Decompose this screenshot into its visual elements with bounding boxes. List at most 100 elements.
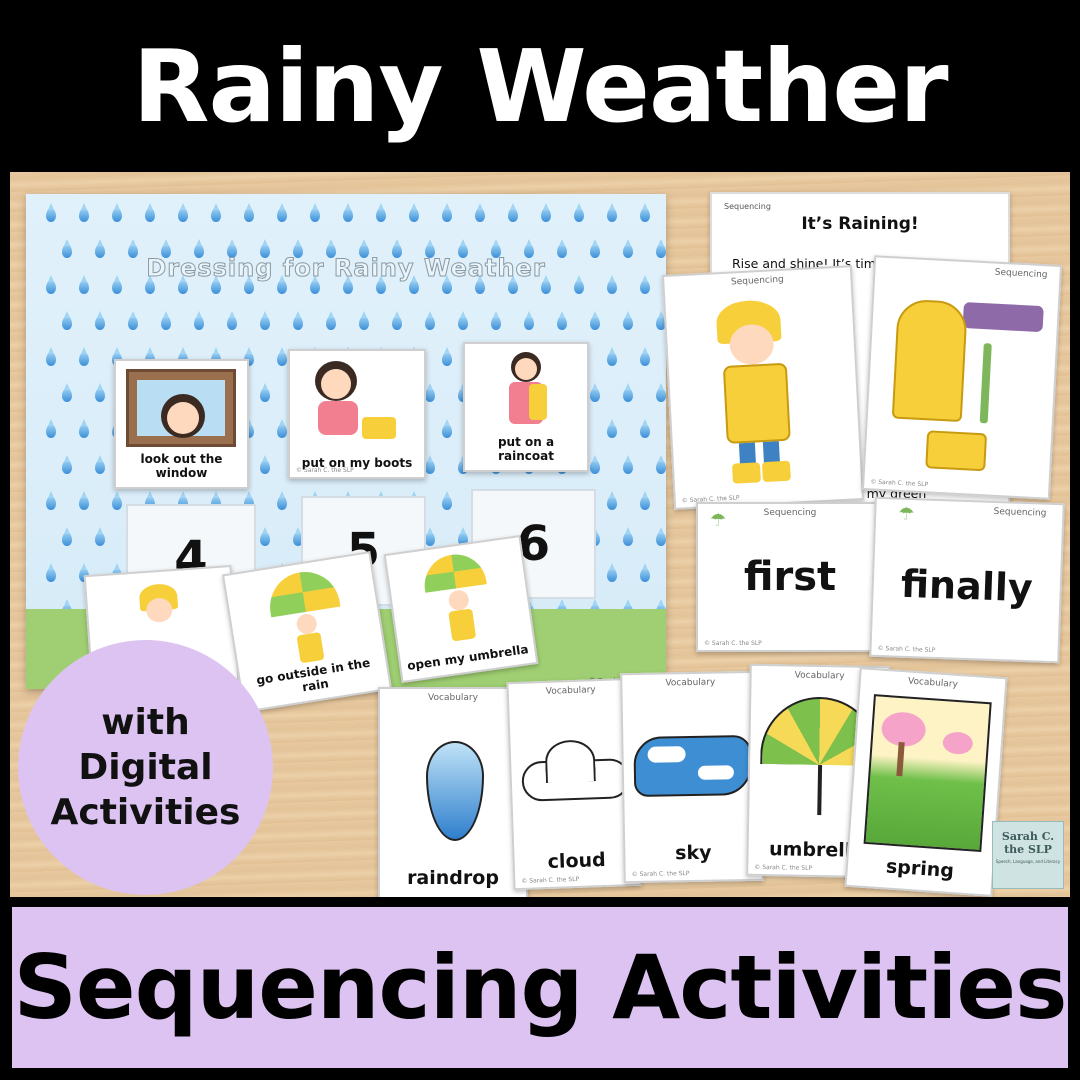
umbrella-illustration xyxy=(421,550,487,592)
raindrop-icon xyxy=(260,316,270,330)
raindrop-icon xyxy=(178,280,188,294)
raindrop-icon xyxy=(425,460,435,474)
raindrop-icon xyxy=(62,316,72,330)
closed-umbrella xyxy=(980,343,992,423)
sequencing-card-rain-gear[interactable]: Sequencing © Sarah C. the SLP xyxy=(862,255,1062,500)
card-go-outside-in-rain[interactable]: go outside in the rain xyxy=(222,551,392,713)
sky-icon xyxy=(633,735,752,797)
raindrop-icon xyxy=(95,316,105,330)
word-finally: finally xyxy=(873,561,1060,611)
card-credit: © Sarah C. the SLP xyxy=(296,467,354,474)
raindrop-icon xyxy=(46,568,56,582)
raindrop-icon xyxy=(640,352,650,366)
raindrop-icon xyxy=(524,316,534,330)
raindrop-icon xyxy=(425,316,435,330)
raindrop-icon xyxy=(376,280,386,294)
bottom-banner: Sequencing Activities xyxy=(0,897,1080,1080)
raindrop-icon xyxy=(607,496,617,510)
card-put-on-boots[interactable]: put on my boots © Sarah C. the SLP xyxy=(288,349,426,479)
raindrop-icon xyxy=(62,460,72,474)
raindrop-icon xyxy=(590,316,600,330)
raindrop-icon xyxy=(574,208,584,222)
raindrop-icon xyxy=(260,388,270,402)
raindrop-icon xyxy=(359,316,369,330)
raindrop-icon xyxy=(508,280,518,294)
raindrop-icon xyxy=(277,280,287,294)
product-subtitle: Sequencing Activities xyxy=(14,936,1067,1039)
raindrop-icon xyxy=(277,208,287,222)
board-title: Dressing for Rainy Weather xyxy=(26,254,666,282)
raindrop-icon xyxy=(211,280,221,294)
raindrop-icon xyxy=(244,280,254,294)
raindrop-icon xyxy=(293,316,303,330)
raindrop-icon xyxy=(557,316,567,330)
raindrop-icon xyxy=(376,208,386,222)
raindrop-icon xyxy=(326,316,336,330)
raindrop-icon xyxy=(640,208,650,222)
raindrop-icon xyxy=(277,424,287,438)
raindrop-icon xyxy=(425,388,435,402)
raindrop-icon xyxy=(95,532,105,546)
raindrop-icon xyxy=(46,496,56,510)
raindrop-icon xyxy=(442,280,452,294)
raindrop-icon xyxy=(310,280,320,294)
raindrop-icon xyxy=(79,352,89,366)
title-banner: Rainy Weather xyxy=(0,0,1080,172)
raindrop-icon xyxy=(590,460,600,474)
raindrop-icon xyxy=(409,280,419,294)
raindrop-icon xyxy=(607,352,617,366)
raindrop-icon xyxy=(79,208,89,222)
raindrop-icon xyxy=(442,496,452,510)
raindrop-icon xyxy=(178,208,188,222)
raindrop-icon xyxy=(640,568,650,582)
raindrop-icon xyxy=(343,280,353,294)
raindrop-icon xyxy=(442,424,452,438)
raincoat xyxy=(723,363,791,444)
raindrop-icon xyxy=(475,280,485,294)
raindrop-icon xyxy=(128,316,138,330)
wagon xyxy=(963,302,1044,332)
raindrop-icon xyxy=(409,208,419,222)
raindrop-icon xyxy=(442,208,452,222)
raindrop-icon xyxy=(656,460,666,474)
raincoat xyxy=(892,299,968,422)
brand-logo: Sarah C. the SLP Speech, Language, and L… xyxy=(992,821,1064,889)
vocab-card-sky[interactable]: Vocabulary sky © Sarah C. the SLP xyxy=(620,671,764,883)
raindrop-icon xyxy=(79,496,89,510)
sequencing-card-girl-raincoat[interactable]: Sequencing © Sarah C. the SLP xyxy=(662,265,864,510)
raindrop-icon xyxy=(46,280,56,294)
raindrop-icon xyxy=(541,280,551,294)
vocab-card-raindrop[interactable]: Vocabulary raindrop xyxy=(378,687,528,897)
raindrop-icon xyxy=(46,208,56,222)
card-put-on-raincoat[interactable]: put on a raincoat xyxy=(463,342,589,472)
raindrop-icon xyxy=(425,532,435,546)
raindrop-icon xyxy=(607,208,617,222)
raindrop-icon xyxy=(310,208,320,222)
card-open-umbrella[interactable]: open my umbrella xyxy=(384,535,539,683)
raindrop-icon xyxy=(607,424,617,438)
raindrop-icon xyxy=(95,388,105,402)
raindrop-icon xyxy=(541,208,551,222)
raindrop-icon xyxy=(640,280,650,294)
spring-scene-icon xyxy=(864,694,992,852)
card-look-out-window[interactable]: look out the window xyxy=(114,359,249,489)
story-header: Sequencing xyxy=(724,202,771,211)
raindrop-icon xyxy=(277,496,287,510)
raindrop-icon xyxy=(656,532,666,546)
raindrop-icon xyxy=(161,316,171,330)
umbrella-illustration xyxy=(265,567,340,617)
raindrop-icon xyxy=(260,460,270,474)
raindrop-icon xyxy=(426,741,484,841)
raindrop-icon xyxy=(640,496,650,510)
raindrop-icon xyxy=(277,352,287,366)
raindrop-icon xyxy=(508,208,518,222)
sequencing-card-finally[interactable]: ☂ Sequencing finally © Sarah C. the SLP xyxy=(869,497,1064,664)
vocab-card-spring[interactable]: Vocabulary spring xyxy=(845,667,1008,897)
sequencing-card-first[interactable]: ☂ Sequencing first © Sarah C. the SLP xyxy=(696,502,884,652)
raindrop-icon xyxy=(112,208,122,222)
digital-activities-badge: with Digital Activities xyxy=(18,640,273,895)
raindrop-icon xyxy=(95,460,105,474)
raindrop-icon xyxy=(211,208,221,222)
window-illustration xyxy=(126,369,236,447)
raindrop-icon xyxy=(112,496,122,510)
